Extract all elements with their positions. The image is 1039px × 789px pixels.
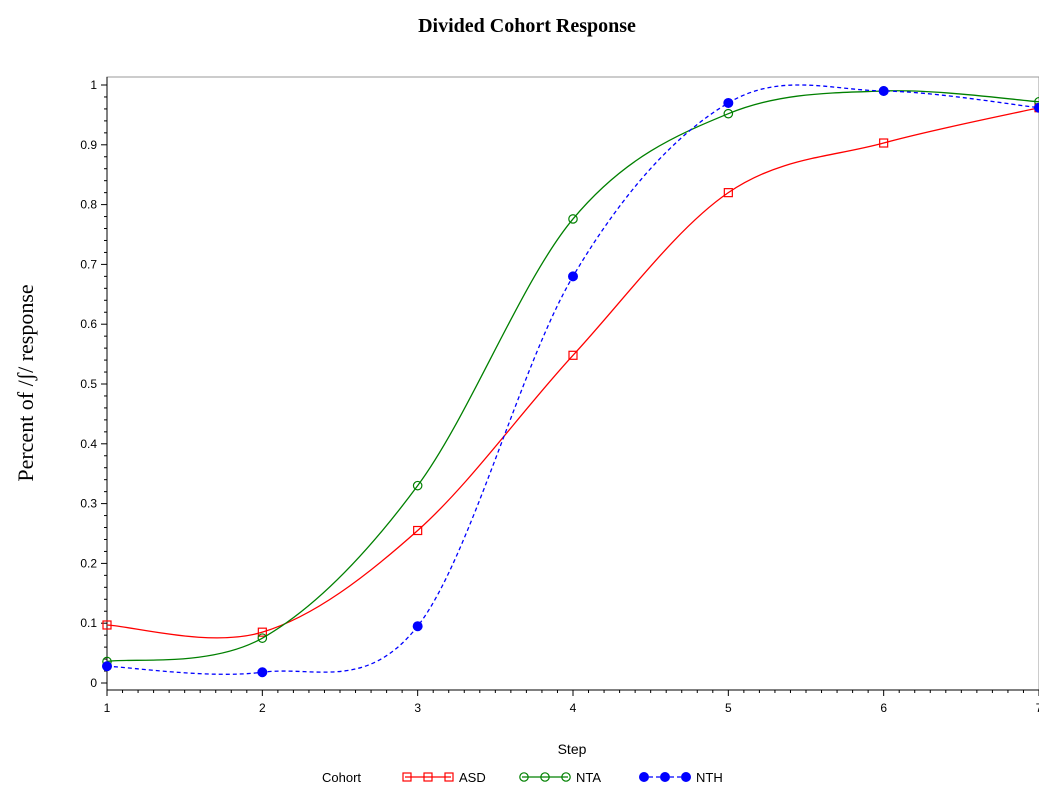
y-ticks: 0 0.1 0.2 0.3 0.4 0.5 0.6 0.7 0.8 0.9 1 <box>80 78 107 690</box>
data-point-nth <box>723 97 734 108</box>
x-tick-label: 4 <box>570 701 577 715</box>
legend-entry-nth: NTH <box>639 770 723 785</box>
legend-label-nth: NTH <box>696 770 723 785</box>
y-tick-label: 0.9 <box>80 138 97 152</box>
data-point-nta <box>723 108 734 119</box>
data-point-nth <box>1034 102 1039 113</box>
series-line-nth <box>106 84 1039 675</box>
data-point-asd <box>257 627 267 637</box>
legend-marker-nth <box>660 772 670 782</box>
series-asd <box>102 103 1039 639</box>
series-line-asd <box>106 107 1039 639</box>
x-tick-label: 1 <box>104 701 111 715</box>
legend-label-asd: ASD <box>459 770 486 785</box>
y-axis-label: Percent of /ʃ/ response <box>13 284 38 481</box>
legend-marker-asd <box>423 772 433 782</box>
plot-frame <box>106 76 1039 691</box>
data-point-asd <box>568 350 578 360</box>
legend-label-nta: NTA <box>576 770 601 785</box>
data-point-nth <box>412 621 423 632</box>
y-tick-label: 0.8 <box>80 198 97 212</box>
y-tick-label: 0.5 <box>80 377 97 391</box>
legend-marker-nth <box>639 772 649 782</box>
y-tick-label: 0.6 <box>80 317 97 331</box>
data-point-nta <box>412 480 423 491</box>
y-tick-label: 0.4 <box>80 437 97 451</box>
x-ticks: 1 2 3 4 5 6 7 <box>104 690 1039 715</box>
legend-marker-nta <box>519 772 529 782</box>
data-point-nth <box>102 661 112 672</box>
legend-title: Cohort <box>322 770 361 785</box>
data-point-nta <box>568 214 578 224</box>
data-point-nta <box>257 633 268 643</box>
data-point-asd <box>723 188 733 198</box>
legend-entry-nta: NTA <box>519 770 601 785</box>
legend: Cohort ASD NTA NTH <box>322 770 723 785</box>
y-tick-label: 0.3 <box>80 497 97 511</box>
legend-marker-asd <box>444 772 454 782</box>
legend-marker-nth <box>681 772 691 782</box>
y-tick-label: 1 <box>90 78 97 92</box>
x-tick-label: 3 <box>414 701 421 715</box>
y-tick-label: 0 <box>90 676 97 690</box>
chart-title: Divided Cohort Response <box>418 15 636 37</box>
data-point-asd <box>102 620 112 630</box>
plot-area: 1 2 3 4 5 6 7 0 0.1 0.2 0.3 0.4 0.5 0.6 0.7 0.8 0.9 1 <box>80 76 1039 715</box>
series-line-nta <box>106 90 1039 663</box>
x-axis-label: Step <box>558 741 587 757</box>
series-layer <box>102 84 1039 678</box>
data-point-asd <box>879 138 889 148</box>
y-tick-label: 0.7 <box>80 257 97 271</box>
data-point-asd <box>413 525 423 536</box>
data-point-nth <box>878 85 889 96</box>
data-point-nth <box>568 271 578 282</box>
legend-marker-nta <box>540 772 550 782</box>
legend-marker-asd <box>402 772 412 782</box>
data-point-nth <box>257 667 268 678</box>
x-tick-label: 6 <box>880 701 887 715</box>
x-tick-label: 5 <box>725 701 732 715</box>
y-tick-label: 0.1 <box>80 616 97 630</box>
x-tick-label: 7 <box>1036 701 1039 715</box>
x-tick-label: 2 <box>259 701 266 715</box>
series-nta <box>102 86 1039 667</box>
legend-entry-asd: ASD <box>402 770 486 785</box>
series-nth <box>102 84 1039 678</box>
legend-marker-nta <box>561 772 571 782</box>
y-tick-label: 0.2 <box>80 556 97 570</box>
data-point-nta <box>1034 96 1039 107</box>
